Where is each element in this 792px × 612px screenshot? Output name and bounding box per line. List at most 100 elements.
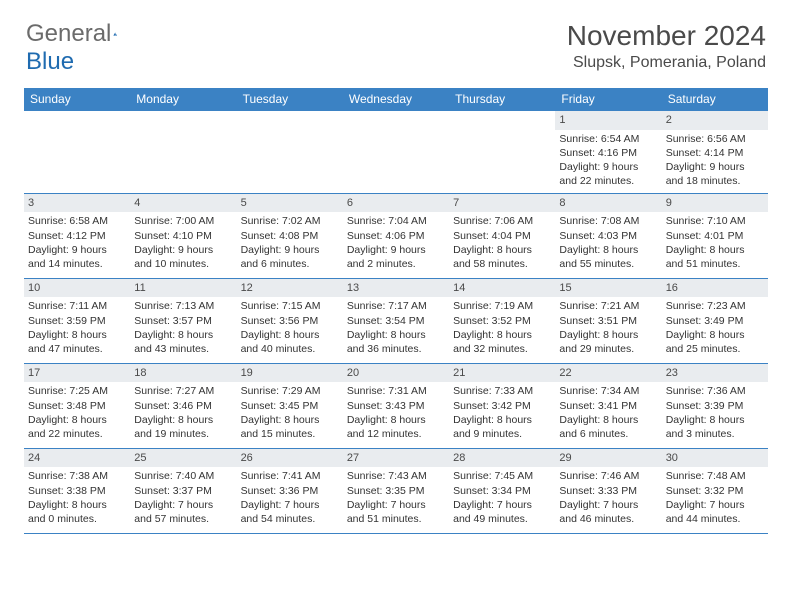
sunrise-text: Sunrise: 7:29 AM xyxy=(241,384,339,398)
daylight-text: Daylight: 8 hours and 47 minutes. xyxy=(28,328,126,356)
logo-sail-icon xyxy=(113,23,118,45)
sunrise-text: Sunrise: 6:54 AM xyxy=(559,132,657,146)
day-body: Sunrise: 7:17 AMSunset: 3:54 PMDaylight:… xyxy=(343,299,449,360)
sunrise-text: Sunrise: 7:33 AM xyxy=(453,384,551,398)
day-body: Sunrise: 7:06 AMSunset: 4:04 PMDaylight:… xyxy=(449,214,555,275)
sunset-text: Sunset: 3:46 PM xyxy=(134,399,232,413)
sunrise-text: Sunrise: 6:58 AM xyxy=(28,214,126,228)
day-number: 25 xyxy=(130,449,236,468)
daylight-text: Daylight: 7 hours and 44 minutes. xyxy=(666,498,764,526)
day-cell: 23Sunrise: 7:36 AMSunset: 3:39 PMDayligh… xyxy=(662,364,768,448)
daylight-text: Daylight: 9 hours and 22 minutes. xyxy=(559,160,657,188)
sunset-text: Sunset: 4:12 PM xyxy=(28,229,126,243)
day-body: Sunrise: 7:13 AMSunset: 3:57 PMDaylight:… xyxy=(130,299,236,360)
day-number: 26 xyxy=(237,449,343,468)
day-cell: 6Sunrise: 7:04 AMSunset: 4:06 PMDaylight… xyxy=(343,194,449,278)
day-cell: 12Sunrise: 7:15 AMSunset: 3:56 PMDayligh… xyxy=(237,279,343,363)
day-number: 3 xyxy=(24,194,130,213)
daylight-text: Daylight: 9 hours and 2 minutes. xyxy=(347,243,445,271)
day-cell xyxy=(343,111,449,193)
sunset-text: Sunset: 4:16 PM xyxy=(559,146,657,160)
sunrise-text: Sunrise: 7:11 AM xyxy=(28,299,126,313)
week-row: 24Sunrise: 7:38 AMSunset: 3:38 PMDayligh… xyxy=(24,448,768,534)
sunrise-text: Sunrise: 7:25 AM xyxy=(28,384,126,398)
sunset-text: Sunset: 3:45 PM xyxy=(241,399,339,413)
day-cell: 13Sunrise: 7:17 AMSunset: 3:54 PMDayligh… xyxy=(343,279,449,363)
day-number: 6 xyxy=(343,194,449,213)
sunset-text: Sunset: 3:39 PM xyxy=(666,399,764,413)
day-cell: 1Sunrise: 6:54 AMSunset: 4:16 PMDaylight… xyxy=(555,111,661,193)
day-number: 14 xyxy=(449,279,555,298)
daylight-text: Daylight: 8 hours and 43 minutes. xyxy=(134,328,232,356)
daylight-text: Daylight: 7 hours and 49 minutes. xyxy=(453,498,551,526)
daylight-text: Daylight: 8 hours and 32 minutes. xyxy=(453,328,551,356)
day-body: Sunrise: 7:11 AMSunset: 3:59 PMDaylight:… xyxy=(24,299,130,360)
day-body: Sunrise: 7:33 AMSunset: 3:42 PMDaylight:… xyxy=(449,384,555,445)
day-number: 30 xyxy=(662,449,768,468)
sunrise-text: Sunrise: 7:48 AM xyxy=(666,469,764,483)
sunset-text: Sunset: 3:48 PM xyxy=(28,399,126,413)
daylight-text: Daylight: 8 hours and 3 minutes. xyxy=(666,413,764,441)
daylight-text: Daylight: 9 hours and 6 minutes. xyxy=(241,243,339,271)
sunrise-text: Sunrise: 7:45 AM xyxy=(453,469,551,483)
day-number: 18 xyxy=(130,364,236,383)
day-cell: 27Sunrise: 7:43 AMSunset: 3:35 PMDayligh… xyxy=(343,449,449,533)
day-body: Sunrise: 7:41 AMSunset: 3:36 PMDaylight:… xyxy=(237,469,343,530)
day-cell: 11Sunrise: 7:13 AMSunset: 3:57 PMDayligh… xyxy=(130,279,236,363)
day-body: Sunrise: 6:54 AMSunset: 4:16 PMDaylight:… xyxy=(555,132,661,193)
day-body: Sunrise: 7:40 AMSunset: 3:37 PMDaylight:… xyxy=(130,469,236,530)
daylight-text: Daylight: 8 hours and 12 minutes. xyxy=(347,413,445,441)
daylight-text: Daylight: 8 hours and 51 minutes. xyxy=(666,243,764,271)
day-header-row: SundayMondayTuesdayWednesdayThursdayFrid… xyxy=(24,88,768,110)
day-cell: 17Sunrise: 7:25 AMSunset: 3:48 PMDayligh… xyxy=(24,364,130,448)
day-header: Friday xyxy=(555,88,661,110)
sunset-text: Sunset: 3:57 PM xyxy=(134,314,232,328)
day-number: 5 xyxy=(237,194,343,213)
day-cell: 21Sunrise: 7:33 AMSunset: 3:42 PMDayligh… xyxy=(449,364,555,448)
daylight-text: Daylight: 8 hours and 9 minutes. xyxy=(453,413,551,441)
sunset-text: Sunset: 4:10 PM xyxy=(134,229,232,243)
sunset-text: Sunset: 3:36 PM xyxy=(241,484,339,498)
daylight-text: Daylight: 8 hours and 15 minutes. xyxy=(241,413,339,441)
sunset-text: Sunset: 4:03 PM xyxy=(559,229,657,243)
sunrise-text: Sunrise: 7:00 AM xyxy=(134,214,232,228)
day-number: 21 xyxy=(449,364,555,383)
calendar: SundayMondayTuesdayWednesdayThursdayFrid… xyxy=(24,88,768,534)
day-cell: 22Sunrise: 7:34 AMSunset: 3:41 PMDayligh… xyxy=(555,364,661,448)
day-header: Thursday xyxy=(449,88,555,110)
daylight-text: Daylight: 7 hours and 54 minutes. xyxy=(241,498,339,526)
day-number: 19 xyxy=(237,364,343,383)
day-body: Sunrise: 7:31 AMSunset: 3:43 PMDaylight:… xyxy=(343,384,449,445)
day-cell: 26Sunrise: 7:41 AMSunset: 3:36 PMDayligh… xyxy=(237,449,343,533)
week-row: 1Sunrise: 6:54 AMSunset: 4:16 PMDaylight… xyxy=(24,110,768,193)
week-row: 10Sunrise: 7:11 AMSunset: 3:59 PMDayligh… xyxy=(24,278,768,363)
day-number: 2 xyxy=(662,111,768,130)
day-header: Tuesday xyxy=(237,88,343,110)
daylight-text: Daylight: 7 hours and 46 minutes. xyxy=(559,498,657,526)
day-body: Sunrise: 6:56 AMSunset: 4:14 PMDaylight:… xyxy=(662,132,768,193)
sunrise-text: Sunrise: 7:38 AM xyxy=(28,469,126,483)
daylight-text: Daylight: 8 hours and 55 minutes. xyxy=(559,243,657,271)
sunset-text: Sunset: 4:06 PM xyxy=(347,229,445,243)
sunset-text: Sunset: 3:32 PM xyxy=(666,484,764,498)
sunset-text: Sunset: 3:37 PM xyxy=(134,484,232,498)
day-cell: 2 Sunrise: 6:56 AMSunset: 4:14 PMDaylight… xyxy=(662,111,768,193)
day-cell: 24Sunrise: 7:38 AMSunset: 3:38 PMDayligh… xyxy=(24,449,130,533)
day-body: Sunrise: 7:48 AMSunset: 3:32 PMDaylight:… xyxy=(662,469,768,530)
daylight-text: Daylight: 8 hours and 6 minutes. xyxy=(559,413,657,441)
day-number: 17 xyxy=(24,364,130,383)
day-number: 28 xyxy=(449,449,555,468)
sunset-text: Sunset: 3:33 PM xyxy=(559,484,657,498)
sunset-text: Sunset: 3:34 PM xyxy=(453,484,551,498)
daylight-text: Daylight: 8 hours and 40 minutes. xyxy=(241,328,339,356)
day-cell: 5Sunrise: 7:02 AMSunset: 4:08 PMDaylight… xyxy=(237,194,343,278)
daylight-text: Daylight: 9 hours and 18 minutes. xyxy=(666,160,764,188)
sunrise-text: Sunrise: 7:40 AM xyxy=(134,469,232,483)
daylight-text: Daylight: 8 hours and 36 minutes. xyxy=(347,328,445,356)
day-body: Sunrise: 7:21 AMSunset: 3:51 PMDaylight:… xyxy=(555,299,661,360)
day-body: Sunrise: 7:29 AMSunset: 3:45 PMDaylight:… xyxy=(237,384,343,445)
sunrise-text: Sunrise: 7:17 AM xyxy=(347,299,445,313)
day-cell: 8Sunrise: 7:08 AMSunset: 4:03 PMDaylight… xyxy=(555,194,661,278)
day-number: 23 xyxy=(662,364,768,383)
logo-text-1: General xyxy=(26,20,111,48)
